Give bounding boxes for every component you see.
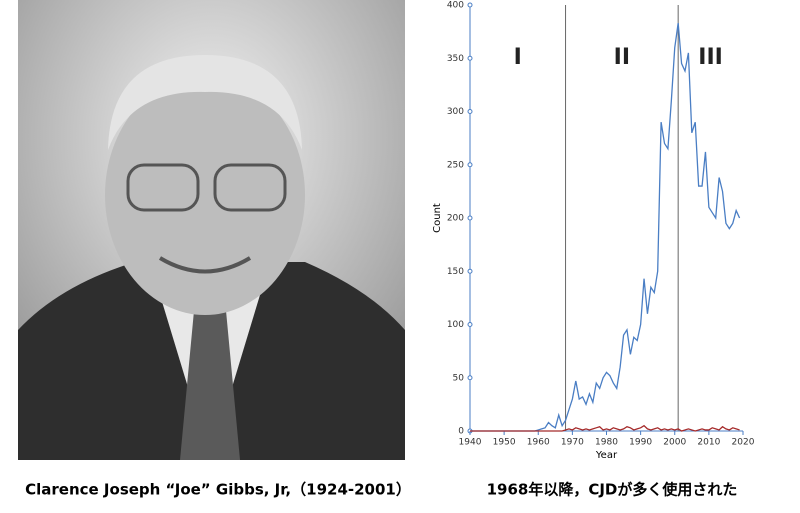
photo-caption: Clarence Joseph “Joe” Gibbs, Jr,（1924-20… (25, 481, 411, 499)
y-tick (467, 268, 473, 274)
y-tick (467, 322, 473, 327)
y-tick (467, 2, 473, 8)
y-tick (467, 375, 473, 381)
x-tick-label: 1950 (493, 438, 516, 448)
x-tick-label: 2010 (697, 438, 720, 448)
y-tick-label: 0 (458, 427, 464, 437)
series-line (470, 424, 740, 432)
portrait-photo (18, 0, 405, 460)
y-tick-label: 50 (453, 373, 465, 383)
x-tick-label: 2020 (732, 438, 755, 448)
y-tick-label: 100 (447, 320, 464, 330)
x-tick-label: 1990 (629, 438, 652, 448)
y-tick-label: 300 (447, 107, 464, 117)
period-label: II (614, 45, 630, 70)
y-tick-label: 400 (447, 1, 464, 11)
y-tick-label: 350 (447, 54, 464, 64)
x-tick-label: 1980 (595, 438, 618, 448)
y-tick (467, 109, 473, 114)
y-tick-label: 150 (447, 267, 464, 277)
y-tick (467, 55, 473, 61)
chart: 0 50 100 150 200 250 300 350 400 1940 1950 1960 1970… (432, 1, 755, 462)
x-axis-title: Year (595, 450, 618, 461)
y-tick (467, 215, 473, 221)
period-label: III (698, 45, 723, 70)
x-tick-label: 1960 (527, 438, 550, 448)
period-label: I (514, 45, 522, 70)
y-tick-label: 250 (447, 160, 464, 170)
x-tick-label: 1970 (561, 438, 584, 448)
series-line (470, 23, 741, 432)
y-tick-label: 200 (447, 214, 464, 224)
x-tick-label: 2000 (663, 438, 686, 448)
chart-caption: 1968年以降，CJDが多く使用された (487, 481, 738, 499)
x-tick-label: 1940 (459, 438, 482, 448)
y-tick (467, 162, 473, 168)
y-axis-title: Count (432, 203, 443, 233)
